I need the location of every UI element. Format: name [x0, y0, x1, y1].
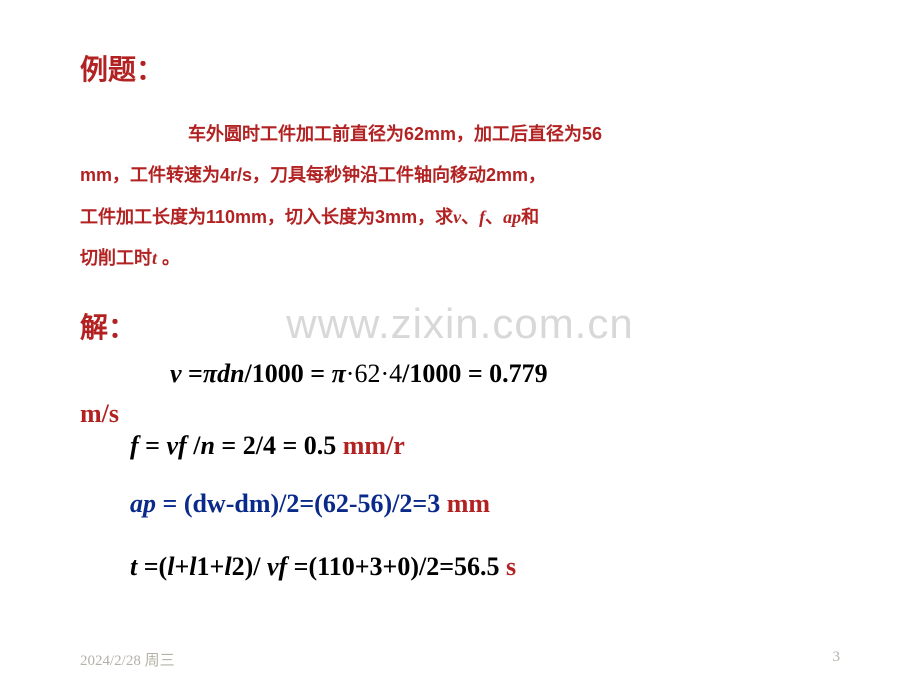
eq-ap-unit: mm	[447, 489, 490, 518]
equations: v =πdn/1000 = π·62·4/1000 = 0.779 m/s f …	[80, 354, 840, 587]
problem-line2: mm，工件转速为4r/s，刀具每秒钟沿工件轴向移动2mm，	[80, 165, 546, 185]
eq-v-pi: π	[203, 359, 217, 388]
problem-line3c: 、	[485, 207, 503, 227]
eq-f-line: f = vf /n = 2/4 = 0.5 mm/r	[80, 426, 840, 466]
eq-ap-line: ap = (dw-dm)/2=(62-56)/2=3 mm	[80, 484, 840, 524]
problem-line4b: 。	[157, 248, 180, 268]
eq-f-n: n	[200, 431, 214, 460]
eq-v-nums: ·62·4	[346, 359, 402, 388]
footer-page: 3	[833, 649, 841, 670]
problem-line1: 车外圆时工件加工前直径为62mm，加工后直径为56	[188, 124, 602, 144]
footer-date: 2024/2/28 周三	[80, 649, 175, 670]
eq-v-line: v =πdn/1000 = π·62·4/1000 = 0.779	[80, 354, 840, 394]
solution-label: 解：	[80, 306, 840, 346]
eq-ap-body: = (dw-dm)/2=(62-56)/2=3	[156, 489, 447, 518]
var-ap: ap	[503, 207, 521, 227]
eq-t-one: 1+	[197, 552, 225, 581]
eq-v-dn: dn	[217, 359, 244, 388]
eq-v-pi2: π	[332, 359, 346, 388]
eq-t-unit: s	[506, 552, 516, 581]
eq-v-lhs: v	[170, 359, 188, 388]
problem-line3d: 和	[521, 207, 539, 227]
eq-t-line: t =(l+l1+l2)/ vf =(110+3+0)/2=56.5 s	[80, 547, 840, 587]
eq-t-eq: =(	[144, 552, 167, 581]
eq-v-eq1: =	[188, 359, 203, 388]
example-title: 例题：	[80, 48, 840, 88]
eq-v-rhs2: /1000 =	[245, 359, 332, 388]
problem-line3a: 工件加工长度为110mm，切入长度为3mm，求	[80, 207, 453, 227]
slide: 例题： 车外圆时工件加工前直径为62mm，加工后直径为56 mm，工件转速为4r…	[0, 0, 920, 690]
eq-t-l2: l	[224, 552, 231, 581]
footer: 2024/2/28 周三 3	[80, 649, 840, 670]
eq-v-rhs3: /1000 = 0.779	[402, 359, 548, 388]
eq-t-vf: vf	[260, 552, 293, 581]
eq-f-lhs: f	[130, 431, 139, 460]
eq-t-plus1: +	[174, 552, 189, 581]
eq-t-rest: =(110+3+0)/2=56.5	[294, 552, 506, 581]
var-v: v	[453, 207, 461, 227]
problem-line4a: 切削工时	[80, 248, 152, 268]
eq-t-l1: l	[189, 552, 196, 581]
eq-f-mid1: =	[139, 431, 167, 460]
eq-f-unit: mm/r	[343, 431, 405, 460]
eq-t-two: 2)/	[232, 552, 261, 581]
eq-ap-lhs: ap	[130, 489, 156, 518]
eq-t-lhs: t	[130, 552, 144, 581]
eq-f-vf: vf	[167, 431, 194, 460]
eq-f-mid3: = 2/4 = 0.5	[215, 431, 343, 460]
problem-statement: 车外圆时工件加工前直径为62mm，加工后直径为56 mm，工件转速为4r/s，刀…	[80, 114, 840, 280]
problem-line3b: 、	[461, 207, 479, 227]
